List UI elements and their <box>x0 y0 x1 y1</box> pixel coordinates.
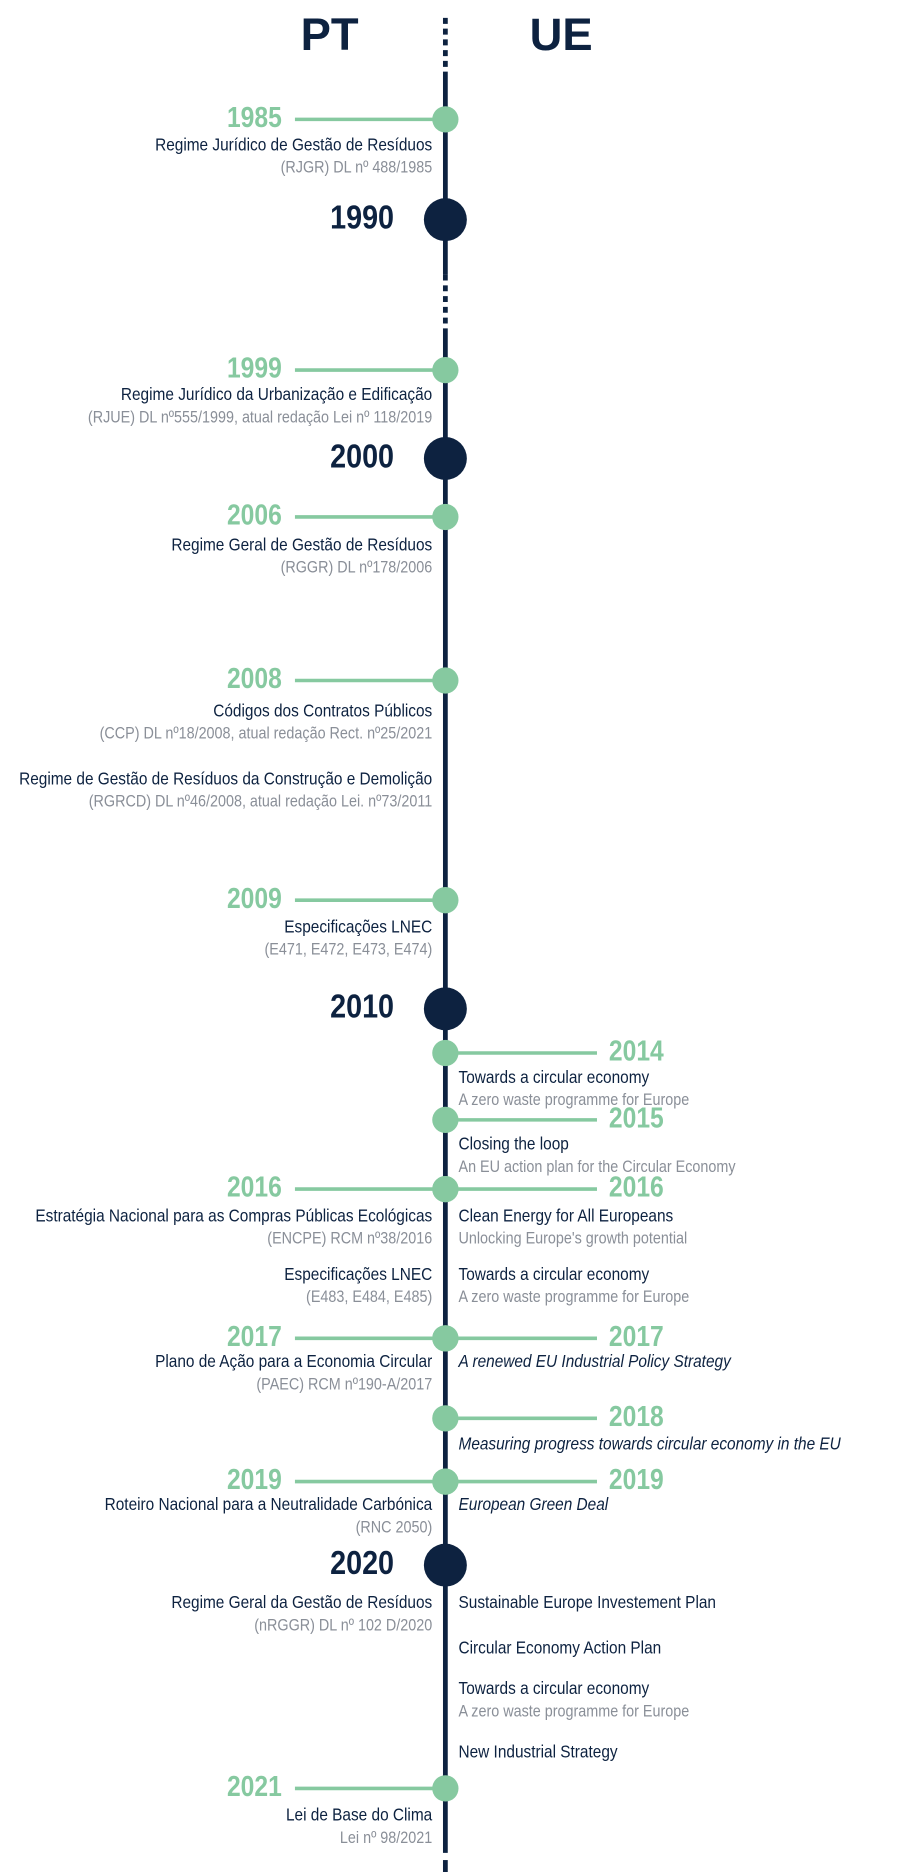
item-title: Especificações LNEC <box>284 1264 432 1284</box>
decade-dot <box>423 987 467 1031</box>
item-title: Towards a circular economy <box>459 1678 650 1698</box>
item-title: Sustainable Europe Investement Plan <box>459 1592 716 1612</box>
event-dot <box>432 667 459 694</box>
item-subtitle: Unlocking Europe's growth potential <box>459 1230 688 1248</box>
decade-dot <box>423 436 467 480</box>
event-year: 2019 <box>227 1463 282 1495</box>
item-title: Closing the loop <box>459 1134 569 1154</box>
decade-label: 2000 <box>330 437 394 475</box>
event-year: 2006 <box>227 499 282 531</box>
decade-label: 2020 <box>330 1544 394 1582</box>
item-title: Clean Energy for All Europeans <box>459 1205 674 1225</box>
event-dot <box>432 106 459 133</box>
item-title: Lei de Base do Clima <box>286 1805 433 1825</box>
item-title: Códigos dos Contratos Públicos <box>213 700 432 720</box>
item-subtitle: (nRGGR) DL nº 102 D/2020 <box>254 1617 432 1635</box>
item-title: European Green Deal <box>459 1494 610 1514</box>
item-title: Plano de Ação para a Economia Circular <box>155 1351 433 1371</box>
item-title: Especificações LNEC <box>284 916 432 936</box>
item-subtitle: Lei nº 98/2021 <box>340 1829 432 1847</box>
event-year: 2015 <box>609 1102 664 1134</box>
item-title: Roteiro Nacional para a Neutralidade Car… <box>105 1494 433 1514</box>
decade-label: 2010 <box>330 988 394 1026</box>
event-dot <box>432 1468 459 1495</box>
item-subtitle: (RGGR) DL nº178/2006 <box>281 559 433 577</box>
item-subtitle: (CCP) DL nº18/2008, atual redação Rect. … <box>100 725 433 743</box>
event-dot <box>432 1325 459 1352</box>
item-title: Regime de Gestão de Resíduos da Construç… <box>19 768 432 788</box>
event-dot <box>432 1106 459 1133</box>
event-dot <box>432 887 459 914</box>
item-title: Regime Jurídico de Gestão de Resíduos <box>155 134 432 154</box>
item-subtitle: (E483, E484, E485) <box>306 1288 432 1306</box>
event-year: 2014 <box>609 1035 664 1067</box>
event-dot <box>432 503 459 531</box>
event-dot <box>432 1775 459 1802</box>
event-year: 2016 <box>227 1171 282 1203</box>
event-year: 2017 <box>227 1320 282 1352</box>
item-subtitle: (RJGR) DL nº 488/1985 <box>281 159 433 177</box>
event-dot <box>432 1405 459 1432</box>
item-title: Towards a circular economy <box>459 1067 650 1087</box>
item-title: Estratégia Nacional para as Compras Públ… <box>35 1205 432 1225</box>
event-year: 2008 <box>227 662 282 694</box>
event-year: 1999 <box>227 352 282 384</box>
item-title: A renewed EU Industrial Policy Strategy <box>458 1351 733 1371</box>
item-subtitle: (RGRCD) DL nº46/2008, atual redação Lei.… <box>89 793 432 811</box>
item-subtitle: A zero waste programme for Europe <box>459 1091 690 1109</box>
item-subtitle: A zero waste programme for Europe <box>459 1702 690 1720</box>
item-title: Measuring progress towards circular econ… <box>459 1433 842 1453</box>
event-year: 2009 <box>227 882 282 914</box>
event-year: 1985 <box>227 101 282 133</box>
item-title: Regime Geral da Gestão de Resíduos <box>171 1592 432 1612</box>
item-title: New Industrial Strategy <box>459 1741 619 1761</box>
event-dot <box>432 1175 459 1203</box>
item-subtitle: (E471, E472, E473, E474) <box>265 941 433 959</box>
item-subtitle: (ENCPE) RCM nº38/2016 <box>267 1230 432 1248</box>
decade-dot <box>423 198 467 242</box>
item-subtitle: (PAEC) RCM nº190-A/2017 <box>256 1375 432 1393</box>
event-year: 2017 <box>609 1320 664 1352</box>
event-year: 2021 <box>227 1770 282 1802</box>
event-year: 2018 <box>609 1400 664 1432</box>
item-subtitle: (RNC 2050) <box>356 1519 433 1537</box>
decade-label: 1990 <box>330 198 394 236</box>
item-subtitle: An EU action plan for the Circular Econo… <box>459 1158 736 1176</box>
item-subtitle: (RJUE) DL nº555/1999, atual redação Lei … <box>88 408 432 426</box>
event-dot <box>432 356 459 384</box>
header-ue: UE <box>530 9 593 60</box>
event-year: 2016 <box>609 1171 664 1203</box>
event-year: 2019 <box>609 1463 664 1495</box>
header-pt: PT <box>301 9 359 60</box>
item-title: Circular Economy Action Plan <box>459 1637 662 1657</box>
decade-dot <box>423 1543 467 1587</box>
item-title: Regime Geral de Gestão de Resíduos <box>171 534 432 554</box>
item-subtitle: A zero waste programme for Europe <box>459 1288 690 1306</box>
event-dot <box>432 1039 459 1067</box>
item-title: Towards a circular economy <box>459 1264 650 1284</box>
item-title: Regime Jurídico da Urbanização e Edifica… <box>121 384 432 404</box>
